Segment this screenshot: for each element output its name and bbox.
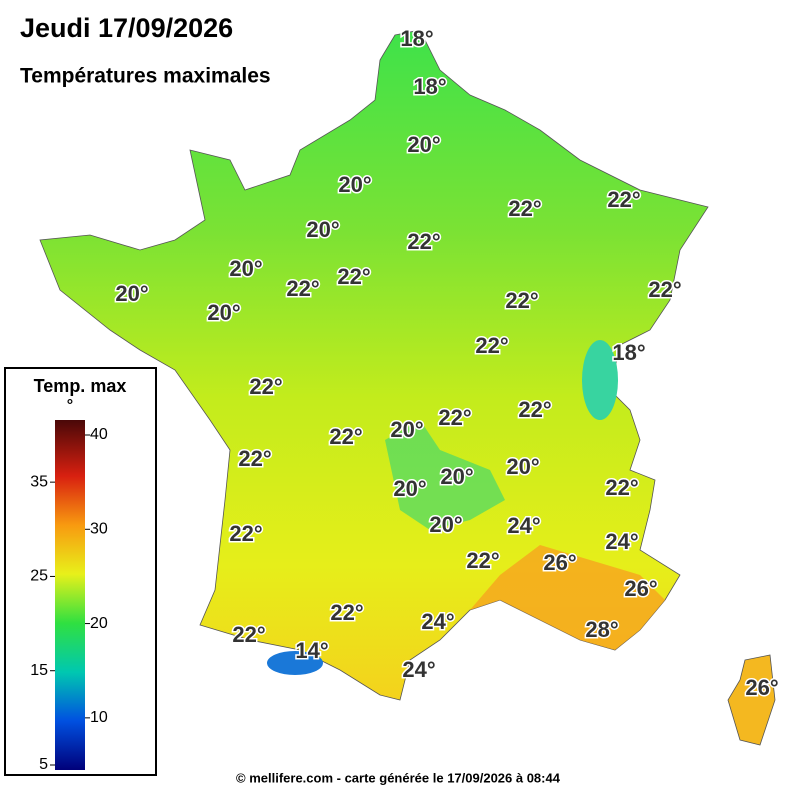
corsica [727, 654, 776, 746]
legend-tick-label: 30 [90, 521, 108, 538]
color-bar [55, 420, 85, 770]
temperature-label: 22° [229, 521, 262, 546]
legend-tick-label: 35 [30, 473, 48, 490]
pyrenees-cold [267, 651, 323, 675]
temperature-label: 20° [229, 256, 262, 281]
temperature-label: 22° [508, 196, 541, 221]
temperature-label: 22° [286, 276, 319, 301]
legend-tick-label: 25 [30, 568, 48, 585]
temperature-label: 20° [338, 172, 371, 197]
temperature-label: 22° [607, 187, 640, 212]
legend-tick-label: 10 [90, 709, 108, 726]
temperature-label: 26° [624, 576, 657, 601]
temperature-label: 20° [429, 512, 462, 537]
legend-unit: ° [67, 397, 73, 414]
france-map [39, 29, 776, 746]
warm-zone [470, 545, 665, 650]
temperature-label: 22° [249, 374, 282, 399]
legend-tick-label: 5 [39, 756, 48, 773]
title: Jeudi 17/09/2026 [20, 13, 233, 43]
legend-tick-label: 20 [90, 615, 108, 632]
temperature-label: 22° [238, 446, 271, 471]
temperature-label: 22° [232, 622, 265, 647]
temperature-label: 22° [518, 397, 551, 422]
temperature-label: 24° [402, 657, 435, 682]
temperature-label: 18° [612, 340, 645, 365]
subtitle: Températures maximales [20, 65, 271, 88]
temperature-label: 22° [438, 405, 471, 430]
temperature-label: 20° [407, 132, 440, 157]
temperature-label: 22° [337, 264, 370, 289]
legend: Temp. max ° 5 10 15 20 25 30 35 40 [4, 367, 157, 776]
temperature-label: 22° [475, 333, 508, 358]
alps-cool [582, 340, 618, 420]
temperature-label: 28° [585, 617, 618, 642]
legend-tick-label: 40 [90, 426, 108, 443]
temperature-label: 22° [407, 229, 440, 254]
temperature-labels: 18°18°20°20°22° 22°20° 22°20° 22°22° 22°20°2… [114, 24, 780, 701]
temperature-label: 18° [400, 26, 433, 51]
mainland [39, 29, 709, 701]
temperature-label: 20° [306, 217, 339, 242]
temperature-label: 20° [390, 417, 423, 442]
temperature-label: 22° [466, 548, 499, 573]
temperature-label: 24° [507, 513, 540, 538]
legend-title: Temp. max [34, 376, 127, 396]
temperature-label: 20° [506, 454, 539, 479]
temperature-label: 26° [745, 675, 778, 700]
legend-tick-label: 15 [30, 662, 48, 679]
temperature-label: 22° [330, 600, 363, 625]
temperature-label: 14° [295, 638, 328, 663]
temperature-label: 20° [115, 281, 148, 306]
temperature-label: 22° [505, 288, 538, 313]
cool-zone [385, 420, 505, 530]
temperature-label: 22° [605, 475, 638, 500]
temperature-label: 24° [421, 609, 454, 634]
temperature-label: 22° [329, 424, 362, 449]
temperature-label: 20° [440, 464, 473, 489]
temperature-label: 22° [648, 277, 681, 302]
footer: © mellifere.com - carte générée le 17/09… [236, 770, 561, 785]
temperature-label: 24° [605, 529, 638, 554]
temperature-label: 26° [543, 550, 576, 575]
temperature-label: 20° [393, 476, 426, 501]
temperature-label: 20° [207, 300, 240, 325]
temperature-label: 18° [413, 74, 446, 99]
